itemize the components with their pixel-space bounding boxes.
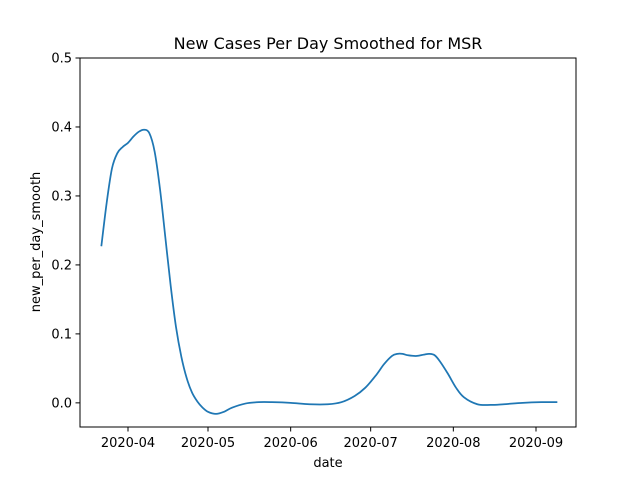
y-tick-label: 0.0: [51, 396, 72, 411]
x-axis: 2020-04 2020-05 2020-06 2020-07 2020-08 2020-…: [101, 427, 563, 451]
y-tick-label: 0.5: [51, 52, 72, 67]
x-tick-label: 2020-06: [264, 436, 318, 451]
y-tick-label: 0.4: [51, 120, 72, 135]
series-layer: [100, 128, 558, 415]
y-axis-label: new_per_day_smooth: [29, 172, 44, 313]
y-tick-label: 0.3: [51, 189, 72, 204]
x-tick-label: 2020-09: [509, 436, 563, 451]
plot-area: [79, 57, 577, 428]
plot-frame: [79, 57, 577, 428]
x-axis-label: date: [313, 456, 342, 471]
y-tick-label: 0.1: [51, 327, 72, 342]
y-axis: 0.0 0.1 0.2 0.3 0.4 0.5: [51, 52, 80, 411]
x-tick-label: 2020-08: [426, 436, 480, 451]
y-tick-label: 0.2: [51, 258, 72, 273]
x-tick-label: 2020-05: [181, 436, 235, 451]
x-tick-label: 2020-04: [101, 436, 155, 451]
chart-title: New Cases Per Day Smoothed for MSR: [174, 34, 483, 53]
series-line: [100, 128, 558, 415]
x-tick-label: 2020-07: [344, 436, 398, 451]
